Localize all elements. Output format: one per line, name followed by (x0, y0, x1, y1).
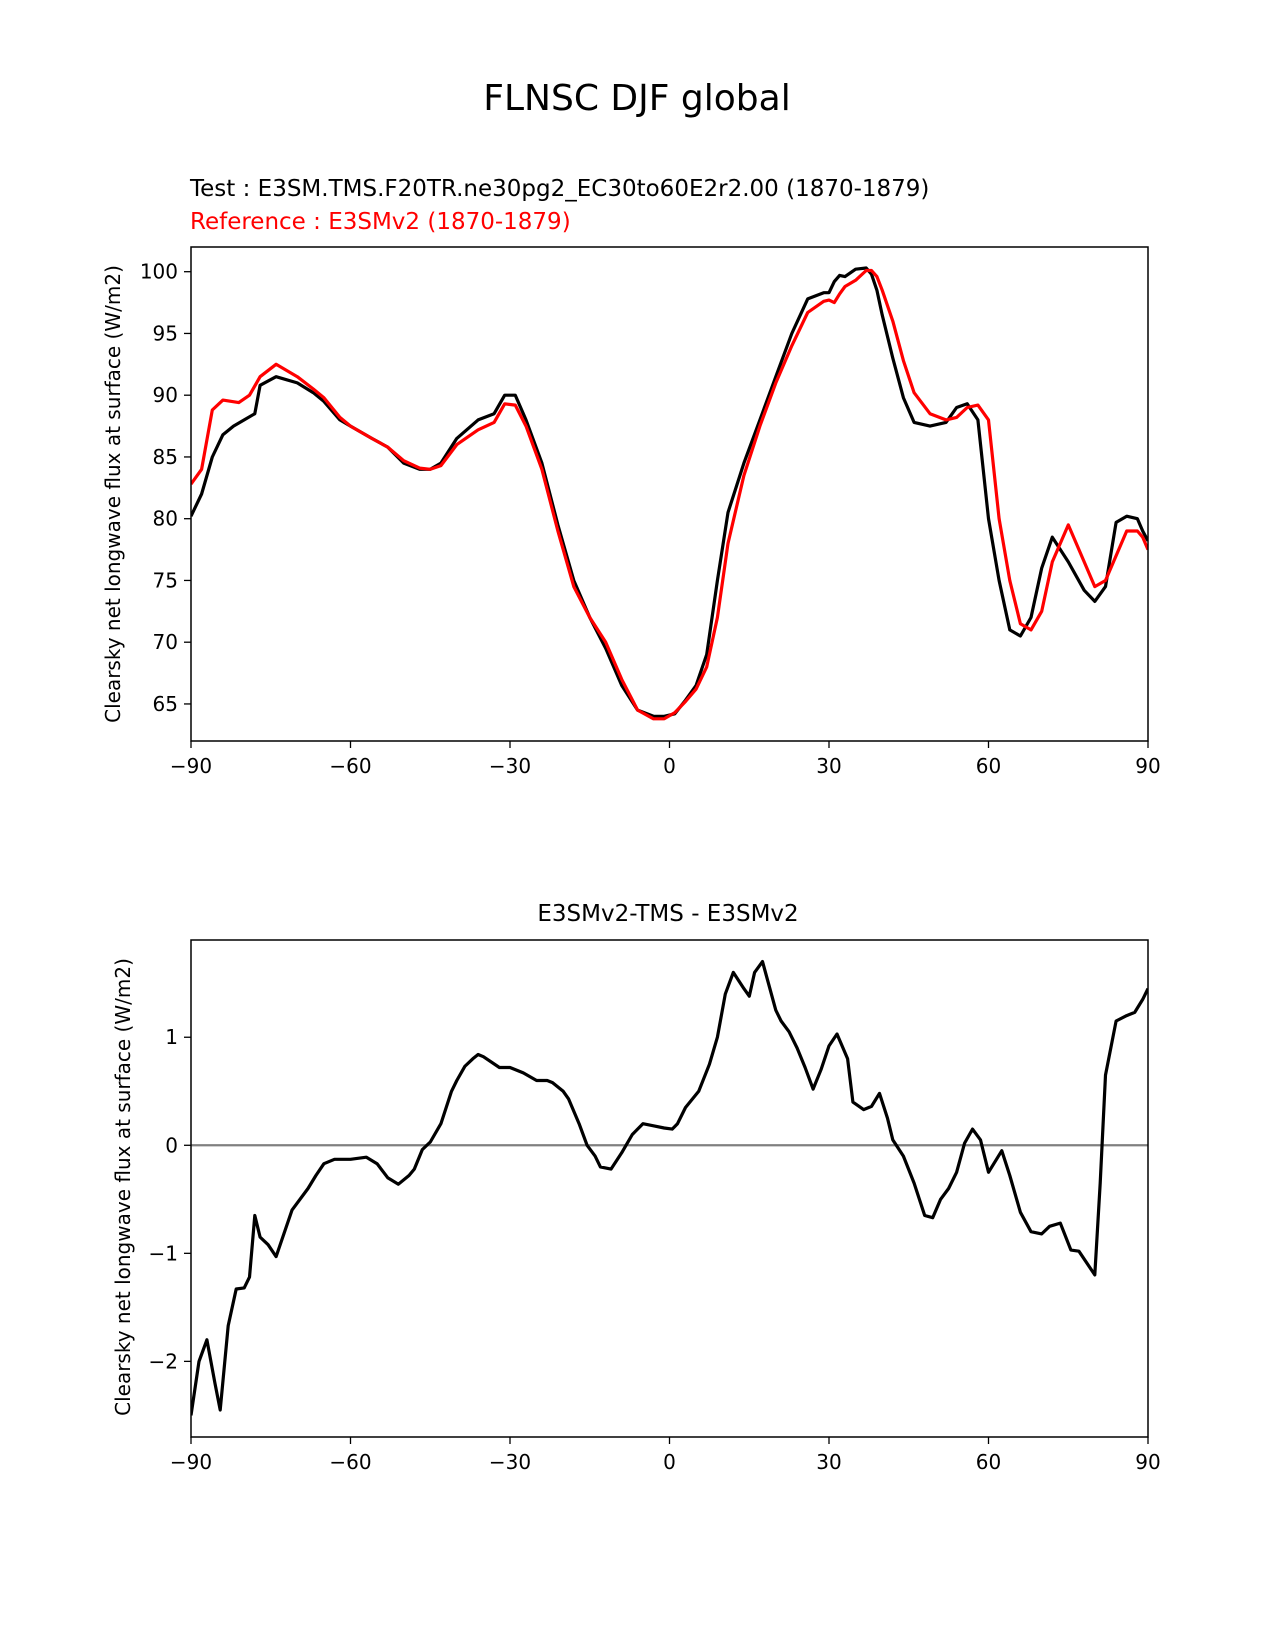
bottom-panel: E3SMv2-TMS - E3SMv2 Clearsky net longwav… (111, 901, 1161, 1474)
top-ytick-label: 85 (153, 445, 178, 469)
bottom-xtick-label: −90 (170, 1450, 212, 1474)
bottom-ytick-label: −2 (149, 1349, 178, 1373)
top-xtick-label: 60 (976, 754, 1001, 778)
top-series-reference-line (191, 268, 1148, 721)
top-ytick-label: 65 (153, 692, 178, 716)
bottom-xtick-label: −30 (489, 1450, 531, 1474)
bottom-ytick-label: 0 (165, 1133, 178, 1157)
top-xtick-label: −30 (489, 754, 531, 778)
bottom-xtick-label: 0 (663, 1450, 676, 1474)
top-plot-area: −90 −60 −30 0 30 60 90 65 70 75 80 85 90 95 100 (140, 246, 1161, 778)
bottom-xtick-label: 90 (1135, 1450, 1160, 1474)
bottom-series-difference-line (191, 960, 1148, 1416)
top-ytick-label: 100 (140, 260, 178, 284)
diff-title: E3SMv2-TMS - E3SMv2 (537, 901, 798, 927)
top-xtick-label: −60 (329, 754, 371, 778)
bottom-xtick-label: 30 (816, 1450, 841, 1474)
bottom-axes-frame (190, 939, 1149, 1438)
top-xtick-label: 90 (1135, 754, 1160, 778)
top-ytick-label: 75 (153, 568, 178, 592)
top-ytick-label: 70 (153, 630, 178, 654)
top-axes-frame (190, 246, 1149, 742)
top-series-test-line (191, 266, 1148, 718)
top-xtick-label: 30 (816, 754, 841, 778)
top-xtick-label: 0 (663, 754, 676, 778)
figure-suptitle: FLNSC DJF global (483, 78, 790, 119)
bottom-ytick-label: 1 (165, 1025, 178, 1049)
bottom-ylabel: Clearsky net longwave flux at surface (W… (111, 958, 135, 1416)
top-xtick-label: −90 (170, 754, 212, 778)
bottom-plot-area: −90 −60 −30 0 30 60 90 −2 −1 0 1 (149, 939, 1161, 1474)
reference-title: Reference : E3SMv2 (1870-1879) (190, 209, 571, 235)
top-ytick-label: 90 (153, 383, 178, 407)
bottom-xtick-label: 60 (976, 1450, 1001, 1474)
top-ytick-label: 80 (153, 507, 178, 531)
bottom-ytick-label: −1 (149, 1241, 178, 1265)
top-ylabel: Clearsky net longwave flux at surface (W… (101, 265, 125, 723)
top-ytick-label: 95 (153, 321, 178, 345)
bottom-xtick-label: −60 (329, 1450, 371, 1474)
top-panel: Test : E3SM.TMS.F20TR.ne30pg2_EC30to60E2… (101, 176, 1161, 778)
test-title: Test : E3SM.TMS.F20TR.ne30pg2_EC30to60E2… (189, 176, 929, 202)
